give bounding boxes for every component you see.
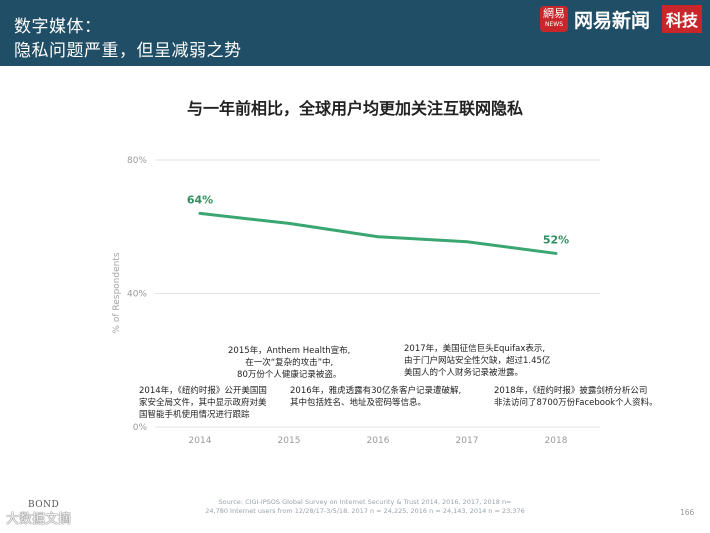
data-label: 52%: [543, 233, 569, 246]
header-title-line2: 隐私问题严重，但呈减弱之势: [14, 41, 242, 61]
logo-badge-subtext: NEWS: [544, 21, 564, 28]
annotation-line: 2015年，Anthem Health宣布,: [228, 346, 351, 356]
y-tick-label: 80%: [127, 156, 147, 166]
source-line: Source: CIGI-IPSOS Global Survey on Inte…: [218, 498, 512, 506]
annotation-line: 80万份个人健康记录被盗。: [237, 370, 342, 380]
page-number: 166: [680, 508, 695, 517]
y-axis-label: % of Respondents: [112, 252, 122, 333]
annotation-line: 家安全局文件，其中显示政府对美: [139, 398, 267, 408]
netease-logo-icon: 網易 NEWS: [540, 6, 568, 32]
annotation-line: 2014年，《纽约时报》公开美国国: [139, 386, 267, 396]
annotation-line: 2016年，雅虎透露有30亿条客户记录遭破解,: [290, 386, 462, 396]
chart-title: 与一年前相比，全球用户均更加关注互联网隐私: [186, 99, 523, 118]
source-note: Source: CIGI-IPSOS Global Survey on Inte…: [200, 498, 530, 516]
annotation-line: 非法访问了8700万份Facebook个人资料。: [494, 398, 658, 408]
x-tick-label: 2018: [545, 436, 568, 446]
annotation-line: 2018年，《纽约时报》披露剑桥分析公司: [494, 386, 648, 396]
x-tick-label: 2015: [278, 436, 301, 446]
x-tick-label: 2014: [189, 436, 212, 446]
annotation-2017: 2017年，美国征信巨头Equifax表示, 由于门户网站安全性欠缺，超过1.4…: [404, 343, 551, 379]
annotation-2018: 2018年，《纽约时报》披露剑桥分析公司 非法访问了8700万份Facebook…: [494, 385, 658, 409]
watermark: 大数据文摘: [6, 512, 72, 527]
header-bar: 数字媒体： 隐私问题严重，但呈减弱之势 網易 NEWS 网易新闻 科技: [0, 0, 710, 66]
bond-logo: BOND: [28, 500, 60, 510]
annotation-line: 在一次“复杂的攻击”中,: [245, 358, 334, 368]
source-line: 24,780 Internet users from 12/28/17-3/5/…: [205, 507, 525, 515]
data-label: 64%: [187, 193, 213, 206]
logo-wordmark: 网易新闻: [574, 10, 651, 32]
annotation-2015: 2015年，Anthem Health宣布, 在一次“复杂的攻击”中, 80万份…: [228, 345, 351, 381]
annotation-line: 美国人的个人财务记录被泄露。: [404, 368, 524, 378]
logo-tag: 科技: [662, 5, 703, 33]
annotation-2016: 2016年，雅虎透露有30亿条客户记录遭破解, 其中包括姓名、地址及密码等信息。: [290, 385, 462, 409]
y-tick-label: 0%: [133, 423, 148, 433]
y-tick-label: 40%: [127, 290, 147, 300]
annotation-line: 其中包括姓名、地址及密码等信息。: [290, 398, 427, 408]
x-tick-label: 2017: [456, 436, 479, 446]
annotation-line: 2017年，美国征信巨头Equifax表示,: [404, 344, 546, 354]
x-tick-label: 2016: [367, 436, 390, 446]
annotation-2014: 2014年，《纽约时报》公开美国国 家安全局文件，其中显示政府对美 国智能手机使…: [139, 385, 267, 421]
annotation-line: 国智能手机使用情况进行跟踪: [139, 410, 250, 420]
annotation-line: 由于门户网站安全性欠缺，超过1.45亿: [404, 356, 551, 366]
header-title-line1: 数字媒体：: [14, 17, 102, 37]
series-line: [198, 211, 558, 255]
logo-badge-text: 網易: [543, 7, 565, 20]
